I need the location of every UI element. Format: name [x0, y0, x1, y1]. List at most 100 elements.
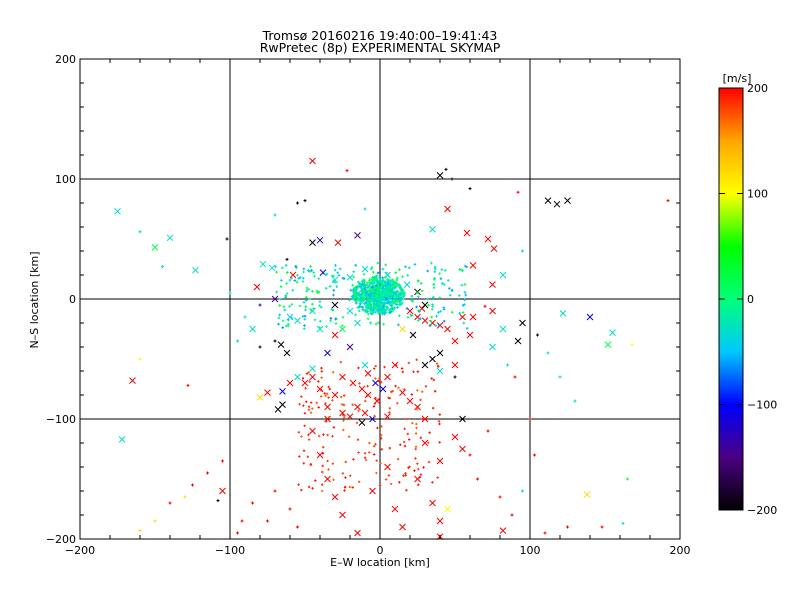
data-point: [391, 279, 395, 283]
data-point: [317, 380, 320, 383]
data-point: [378, 380, 381, 383]
data-point: [368, 441, 371, 445]
data-point: [337, 274, 341, 277]
data-point: [363, 207, 367, 211]
data-point: [374, 295, 378, 299]
data-point: [424, 385, 428, 388]
data-point: [451, 337, 459, 345]
data-point: [410, 298, 413, 302]
data-point: [346, 343, 354, 351]
data-point: [271, 295, 279, 303]
data-point: [301, 276, 305, 280]
data-point: [354, 529, 361, 537]
data-point: [459, 268, 463, 271]
colorbar-label: [m/s]: [723, 72, 752, 85]
data-point: [489, 281, 496, 288]
data-point: [376, 426, 379, 430]
data-point: [301, 280, 305, 283]
data-point: [393, 300, 397, 304]
data-point: [364, 399, 367, 403]
y-axis-label: N–S location [km]: [28, 251, 41, 348]
data-point: [390, 303, 394, 307]
data-point: [432, 278, 436, 281]
data-point: [407, 361, 411, 365]
data-point: [309, 427, 316, 435]
data-point: [315, 289, 319, 293]
data-point: [321, 452, 325, 455]
data-point: [384, 275, 388, 279]
data-point: [341, 413, 345, 416]
data-point: [308, 270, 312, 273]
data-point: [340, 403, 344, 406]
data-point: [315, 401, 318, 405]
data-point: [390, 390, 393, 394]
data-point: [312, 271, 316, 274]
data-point: [413, 263, 417, 266]
data-point: [243, 315, 247, 319]
data-point: [264, 389, 271, 396]
data-point: [429, 226, 436, 233]
data-point: [386, 306, 389, 310]
data-point: [369, 267, 373, 271]
colorbar-tick-label: 0: [747, 293, 754, 306]
data-point: [380, 292, 383, 295]
data-point: [320, 370, 323, 373]
data-point: [352, 458, 355, 461]
data-point: [408, 266, 411, 269]
data-point: [437, 311, 440, 314]
data-point: [293, 279, 297, 282]
data-point: [400, 292, 404, 296]
colorbar-tick-label: −200: [747, 504, 777, 517]
data-point: [415, 358, 418, 362]
data-point: [377, 308, 381, 312]
data-point: [296, 525, 299, 529]
data-point: [320, 376, 323, 379]
data-point: [431, 481, 434, 484]
data-point: [379, 462, 382, 465]
data-point: [378, 484, 382, 487]
data-point: [388, 279, 392, 283]
data-point: [275, 290, 278, 294]
data-point: [372, 379, 379, 387]
data-point: [225, 237, 229, 241]
data-point: [331, 371, 335, 374]
data-point: [346, 413, 354, 420]
data-point: [274, 406, 282, 413]
data-point: [416, 370, 420, 373]
data-point: [398, 303, 402, 307]
data-point: [358, 382, 361, 385]
data-point: [461, 311, 465, 314]
data-point: [375, 308, 379, 311]
data-point: [446, 279, 450, 282]
data-point: [418, 476, 421, 479]
data-point: [302, 301, 306, 304]
data-point: [362, 272, 366, 276]
data-point: [422, 466, 425, 469]
data-point: [342, 428, 345, 432]
data-point: [302, 404, 305, 407]
data-point: [586, 313, 594, 321]
data-point: [346, 274, 354, 281]
data-point: [258, 303, 262, 307]
data-point: [151, 244, 159, 251]
data-point: [514, 337, 522, 345]
data-point: [289, 271, 297, 279]
data-point: [370, 312, 374, 316]
data-point: [240, 519, 244, 523]
data-point: [621, 521, 625, 525]
data-point: [357, 366, 360, 370]
data-point: [216, 499, 220, 503]
data-point: [398, 283, 402, 287]
data-point: [291, 288, 295, 292]
data-point: [388, 397, 391, 400]
data-point: [434, 324, 438, 327]
data-point: [303, 412, 307, 415]
data-point: [394, 384, 397, 388]
data-point: [459, 445, 466, 453]
data-point: [462, 321, 466, 325]
data-point: [432, 295, 435, 299]
y-tick-label: 0: [69, 293, 76, 306]
data-point: [386, 298, 390, 302]
data-point: [356, 298, 360, 302]
data-point: [332, 274, 335, 278]
